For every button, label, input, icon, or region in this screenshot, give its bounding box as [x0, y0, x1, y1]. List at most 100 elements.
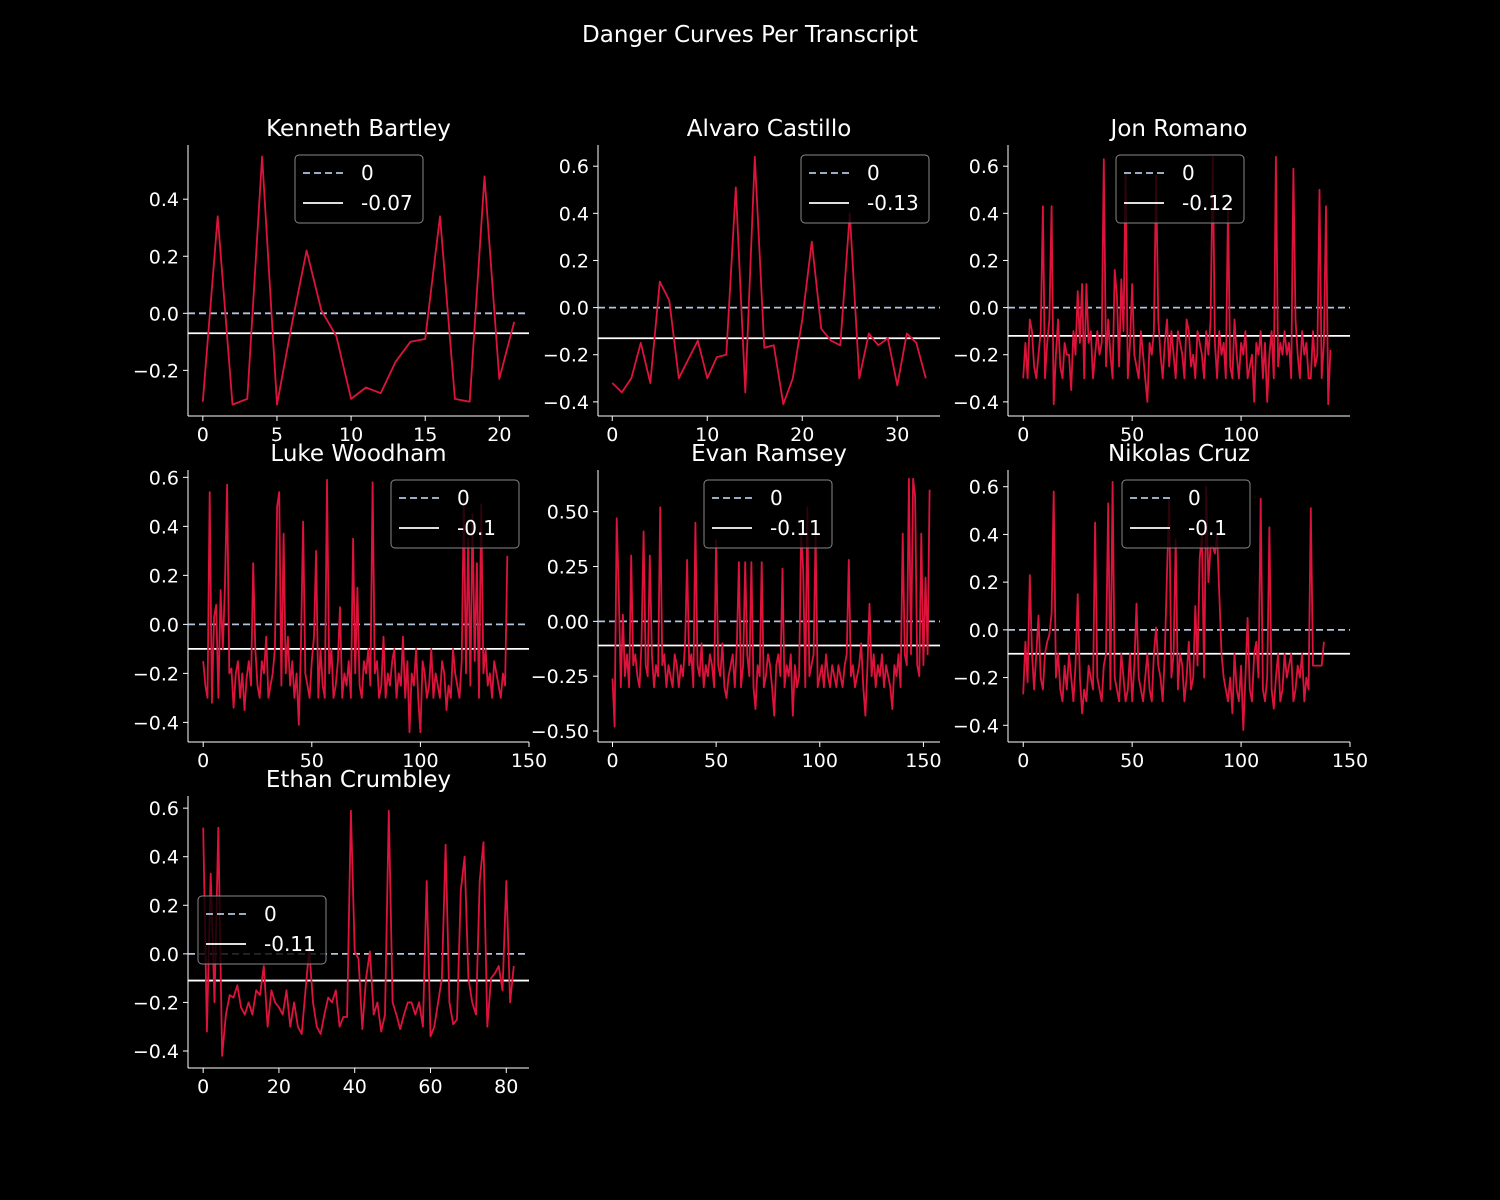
subplot-7: Ethan Crumbley 0 20 40 60 80 −0.4 −0.2 0.0 0.2 0.4…	[133, 767, 529, 1098]
legend: 0 -0.1	[390, 479, 520, 549]
y-tick-label: 0.2	[969, 572, 999, 594]
legend-label: -0.07	[361, 191, 413, 215]
y-tick-label: 0.6	[149, 467, 179, 489]
x-tick-label: 150	[1332, 750, 1368, 772]
y-tick-label: −0.2	[133, 663, 179, 685]
x-tick-label: 100	[1223, 750, 1259, 772]
x-tick-label: 0	[606, 424, 618, 446]
subplot-1: Kenneth Bartley 0 5 10 15 20 −0.2 0.0 0.2 0.4 0 -0.…	[133, 116, 529, 446]
legend-box	[294, 154, 424, 224]
legend: 0 -0.07	[294, 154, 424, 224]
legend-label: 0	[264, 902, 277, 926]
x-tick-label: 0	[606, 750, 618, 772]
subplot-3: Jon Romano 0 50 100 −0.4 −0.2 0.0 0.2 0.4 0.6 0 -0.…	[953, 116, 1350, 446]
y-tick-label: 0.0	[559, 298, 589, 320]
x-tick-label: 0	[197, 424, 209, 446]
y-tick-label: 0.4	[559, 203, 589, 225]
legend-box	[197, 895, 327, 965]
y-tick-label: −0.4	[953, 392, 999, 414]
y-tick-label: 0.2	[149, 895, 179, 917]
x-tick-label: 50	[704, 750, 728, 772]
legend-label: 0	[867, 161, 880, 185]
legend-label: -0.1	[457, 516, 496, 540]
x-tick-label: 20	[790, 424, 814, 446]
subplot-title: Kenneth Bartley	[266, 116, 451, 142]
y-tick-label: −0.2	[133, 360, 179, 382]
legend-box	[1121, 479, 1251, 549]
legend-label: -0.11	[770, 516, 822, 540]
y-tick-label: 0.4	[149, 847, 179, 869]
x-tick-label: 150	[511, 750, 547, 772]
x-tick-label: 20	[487, 424, 511, 446]
subplot-4: Luke Woodham 0 50 100 150 −0.4 −0.2 0.0 0.2 0.4 0.…	[133, 441, 547, 772]
danger-curve-line	[202, 478, 509, 734]
y-tick-label: 0.6	[559, 156, 589, 178]
x-tick-label: 100	[1223, 424, 1259, 446]
x-tick-label: 15	[413, 424, 437, 446]
y-tick-label: −0.2	[953, 345, 999, 367]
y-tick-label: −0.25	[531, 666, 589, 688]
legend: 0 -0.1	[1121, 479, 1251, 549]
subplot-5: Evan Ramsey 0 50 100 150 −0.50 −0.25 0.00 0.25 0.…	[531, 441, 942, 772]
y-tick-label: 0.6	[969, 156, 999, 178]
x-tick-label: 10	[695, 424, 719, 446]
legend: 0 -0.13	[800, 154, 930, 224]
subplot-2: Alvaro Castillo 0 10 20 30 −0.4 −0.2 0.0 0.2 0.4 0…	[543, 116, 940, 446]
danger-curve-line	[201, 155, 516, 406]
y-tick-label: −0.4	[953, 715, 999, 737]
y-tick-label: 0.2	[149, 246, 179, 268]
danger-curve-line	[202, 809, 515, 1057]
y-tick-label: 0.4	[149, 516, 179, 538]
x-tick-label: 150	[905, 750, 941, 772]
x-tick-label: 5	[271, 424, 283, 446]
legend: 0 -0.12	[1115, 154, 1245, 224]
legend-label: -0.12	[1182, 191, 1234, 215]
legend-label: 0	[361, 161, 374, 185]
y-tick-label: −0.2	[953, 668, 999, 690]
x-tick-label: 0	[1017, 750, 1029, 772]
x-tick-label: 50	[1120, 424, 1144, 446]
y-tick-label: 0.00	[547, 611, 589, 633]
legend-box	[390, 479, 520, 549]
danger-curve-line	[1022, 480, 1325, 731]
y-tick-label: −0.2	[543, 345, 589, 367]
y-tick-label: 0.0	[969, 620, 999, 642]
legend-label: 0	[457, 486, 470, 510]
legend-box	[703, 479, 833, 549]
legend-box	[1115, 154, 1245, 224]
x-tick-label: 0	[197, 750, 209, 772]
y-tick-label: −0.4	[133, 712, 179, 734]
x-tick-label: 40	[343, 1076, 367, 1098]
danger-curve-line	[611, 155, 927, 406]
legend-label: -0.13	[867, 191, 919, 215]
x-tick-label: 60	[418, 1076, 442, 1098]
y-tick-label: 0.25	[547, 557, 589, 579]
legend-label: -0.1	[1188, 516, 1227, 540]
subplot-title: Jon Romano	[1109, 116, 1248, 142]
x-tick-label: 10	[339, 424, 363, 446]
x-tick-label: 30	[885, 424, 909, 446]
x-tick-label: 50	[1120, 750, 1144, 772]
subplot-title: Ethan Crumbley	[266, 767, 451, 793]
subplot-grid: Kenneth Bartley 0 5 10 15 20 −0.2 0.0 0.2 0.4 0 -0.…	[133, 116, 1368, 1098]
x-tick-label: 50	[300, 750, 324, 772]
y-tick-label: 0.2	[149, 565, 179, 587]
y-tick-label: 0.4	[969, 203, 999, 225]
legend: 0 -0.11	[703, 479, 833, 549]
x-tick-label: 100	[402, 750, 438, 772]
danger-curve-line	[611, 477, 931, 728]
x-tick-label: 0	[1017, 424, 1029, 446]
legend-label: 0	[1182, 161, 1195, 185]
x-tick-label: 100	[802, 750, 838, 772]
subplot-6: Nikolas Cruz 0 50 100 150 −0.4 −0.2 0.0 0.2 0.4 0.…	[953, 441, 1368, 772]
legend-box	[800, 154, 930, 224]
subplot-title: Nikolas Cruz	[1108, 441, 1250, 467]
y-tick-label: 0.0	[149, 303, 179, 325]
subplot-title: Alvaro Castillo	[687, 116, 852, 142]
y-tick-label: 0.2	[559, 250, 589, 272]
y-tick-label: 0.6	[969, 477, 999, 499]
legend-label: 0	[770, 486, 783, 510]
y-tick-label: −0.50	[531, 721, 589, 743]
y-tick-label: −0.4	[543, 392, 589, 414]
x-tick-label: 20	[267, 1076, 291, 1098]
